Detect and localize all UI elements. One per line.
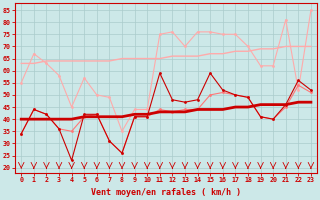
X-axis label: Vent moyen/en rafales ( km/h ): Vent moyen/en rafales ( km/h ) [91, 188, 241, 197]
